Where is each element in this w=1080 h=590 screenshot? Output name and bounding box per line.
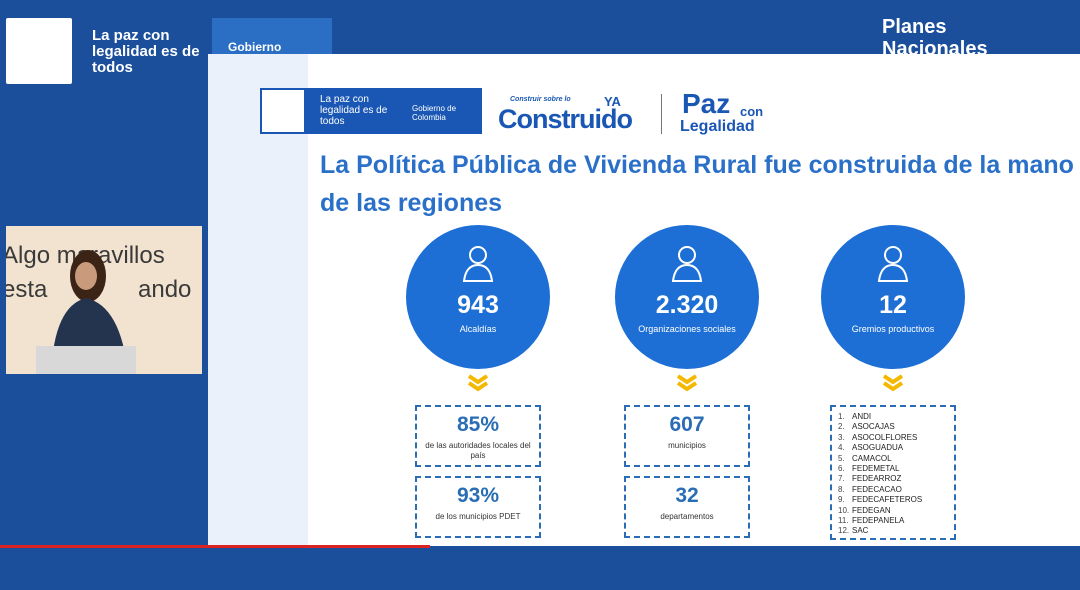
box-label: de los municipios PDET — [435, 512, 521, 521]
list-item: 6. FEDEMETAL — [838, 464, 948, 474]
list-item: 1. ANDI — [838, 412, 948, 422]
stat-box: 32 departamentos — [624, 476, 750, 538]
list-name: ANDI — [852, 412, 872, 421]
stat-label: Gremios productivos — [851, 324, 935, 334]
list-item: 12. SAC — [838, 526, 948, 536]
divider — [661, 94, 662, 134]
logo-text: Legalidad — [680, 118, 755, 135]
list-number: 5. — [838, 453, 845, 463]
list-name: FEDEGAN — [852, 505, 891, 515]
logo-text: La paz con legalidad es de todos — [320, 94, 388, 127]
program-title: Planes Nacionales — [882, 16, 988, 54]
stat-number: 2.320 — [655, 291, 719, 319]
stat-number: 943 — [457, 291, 499, 319]
list-number: 2. — [838, 422, 845, 432]
box-number: 85% — [456, 413, 500, 436]
icon — [671, 246, 703, 282]
logo-text: Gobierno de Colombia — [412, 104, 457, 122]
icon — [877, 246, 909, 282]
list-item: 3. ASOCOLFLORES — [838, 433, 948, 443]
list-item: 4. ASOGUADUA — [838, 443, 948, 453]
box-label: de las autoridades locales del país — [425, 441, 531, 460]
box-number: 607 — [669, 413, 705, 436]
progress — [0, 545, 430, 548]
list-item: 8. FEDECACAO — [838, 485, 948, 495]
speaker — [36, 250, 136, 374]
list-number: 10. — [838, 505, 850, 515]
backdrop-text: ando — [138, 276, 192, 303]
list-number: 3. — [838, 432, 845, 442]
list-item: 2. ASOCAJAS — [838, 422, 948, 432]
chevron — [467, 374, 489, 392]
stat-label: Organizaciones sociales — [638, 324, 736, 334]
logo-text: con — [740, 104, 764, 119]
list-name: CAMACOL — [852, 453, 892, 463]
video-feed: Algo maravillos esta ando — [6, 226, 202, 374]
box-number: 32 — [675, 484, 699, 507]
box-label: municipios — [668, 441, 706, 450]
logo-text: Construir sobre lo — [510, 96, 571, 103]
stat-label: Alcaldías — [459, 324, 497, 334]
list-name: ASOGUADUA — [852, 443, 904, 453]
slide-title: La Política Pública de Vivienda Rural fu… — [320, 151, 1074, 217]
list-number: 7. — [838, 474, 845, 484]
stat-box: 85% de las autoridades locales del país — [415, 405, 541, 467]
stat-box: 93% de los municipios PDET — [415, 476, 541, 538]
box-number: 93% — [456, 484, 500, 507]
list-number: 9. — [838, 495, 845, 505]
list-number: 1. — [838, 412, 845, 421]
list-item: 10. FEDEGAN — [838, 506, 948, 516]
emblem — [6, 18, 72, 84]
guild-list: 1. ANDI 2. ASOCAJAS 3. ASOCOLFLORES 4. ASOGUADU… — [830, 405, 956, 540]
list-name: FEDEARROZ — [852, 474, 902, 484]
list-name: FEDECAFETEROS — [852, 495, 923, 505]
stat-number: 12 — [879, 291, 907, 319]
list-name: FEDEPANELA — [852, 516, 905, 526]
chevron — [882, 374, 904, 392]
list-name: SAC — [852, 526, 869, 536]
logo-text: YA — [604, 94, 621, 109]
list-item: 7. FEDEARROZ — [838, 474, 948, 484]
chevron — [676, 374, 698, 392]
stat-box: 607 municipios — [624, 405, 750, 467]
slide-margin — [208, 54, 308, 546]
box-label: departamentos — [660, 512, 714, 521]
brand: La paz con legalidad es de todos — [92, 27, 200, 76]
backdrop-text: esta — [6, 276, 48, 303]
stat-circle: 943 Alcaldías — [406, 225, 550, 369]
list-name: FEDEMETAL — [852, 464, 900, 474]
footer-bar — [0, 548, 1080, 590]
stat-circle: 2.320 Organizaciones sociales — [615, 225, 759, 369]
list-name: ASOCOLFLORES — [852, 432, 918, 442]
list-number: 6. — [838, 464, 845, 474]
logo-text: Paz — [682, 88, 731, 119]
tab: Gobierno — [212, 18, 332, 58]
list-item: 11. FEDEPANELA — [838, 516, 948, 526]
list-number: 11. — [838, 516, 849, 526]
list-number: 4. — [838, 443, 845, 453]
list-name: ASOCAJAS — [852, 422, 895, 432]
icon — [462, 246, 494, 282]
stat-circle: 12 Gremios productivos — [821, 225, 965, 369]
list-number: 8. — [838, 484, 845, 494]
logo-emblem — [262, 90, 304, 132]
list-item: 9. FEDECAFETEROS — [838, 495, 948, 505]
list-item: 5. CAMACOL — [838, 454, 948, 464]
list-name: FEDECACAO — [852, 484, 902, 494]
logo-text: Construido — [498, 104, 633, 134]
list-number: 12. — [838, 526, 850, 536]
